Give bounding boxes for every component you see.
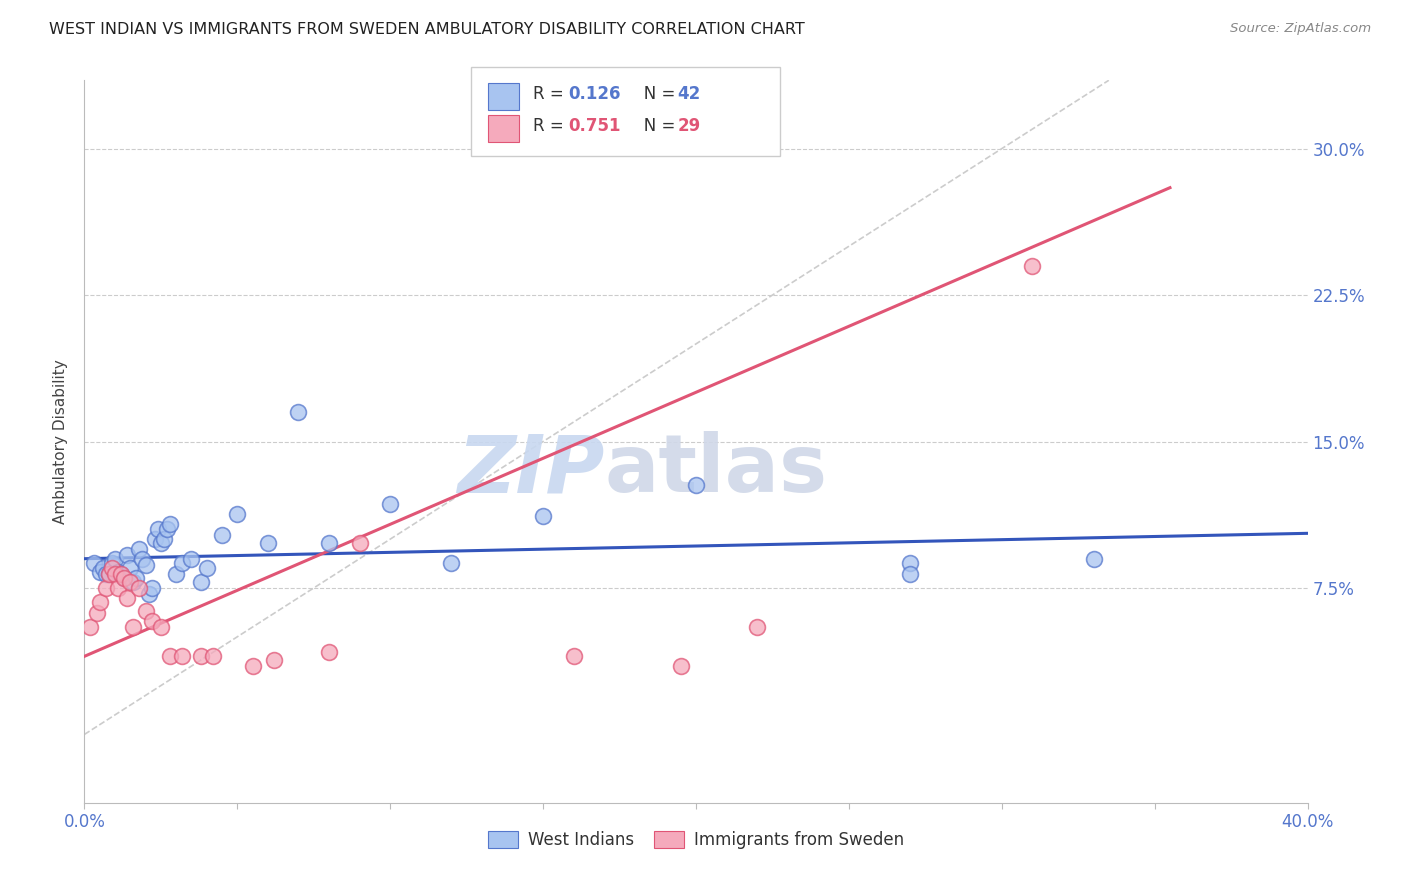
Point [122, 620, 145, 634]
Point [165, 567, 187, 582]
Point [287, 405, 309, 419]
Point [195, 561, 218, 575]
Point [79, 620, 101, 634]
Point [190, 575, 212, 590]
Text: ZIP: ZIP [457, 432, 605, 509]
Point [141, 614, 163, 628]
Point [115, 548, 138, 562]
Point [135, 604, 157, 618]
Point [380, 497, 402, 511]
Point [747, 620, 769, 634]
Point [83, 556, 105, 570]
Point [122, 575, 145, 590]
Point [898, 556, 921, 570]
Point [89, 595, 111, 609]
Point [242, 659, 264, 673]
Point [531, 508, 554, 523]
Point [562, 649, 585, 664]
Point [110, 567, 132, 582]
Point [172, 649, 194, 664]
Point [128, 581, 150, 595]
Text: N =: N = [628, 85, 681, 103]
Point [669, 659, 692, 673]
Point [156, 523, 179, 537]
Point [146, 523, 169, 537]
Point [107, 566, 129, 580]
Point [128, 541, 150, 556]
Text: WEST INDIAN VS IMMIGRANTS FROM SWEDEN AMBULATORY DISABILITY CORRELATION CHART: WEST INDIAN VS IMMIGRANTS FROM SWEDEN AM… [49, 22, 806, 37]
Point [89, 566, 111, 580]
Point [97, 567, 120, 582]
Point [115, 591, 138, 605]
Point [153, 532, 176, 546]
Point [149, 536, 172, 550]
Text: R =: R = [533, 117, 569, 135]
Text: Source: ZipAtlas.com: Source: ZipAtlas.com [1230, 22, 1371, 36]
Point [211, 528, 233, 542]
Point [120, 561, 142, 575]
Text: R =: R = [533, 85, 569, 103]
Text: 0.126: 0.126 [568, 85, 620, 103]
Text: atlas: atlas [605, 432, 827, 509]
Point [1083, 551, 1105, 566]
Point [120, 575, 142, 590]
Point [318, 536, 340, 550]
Text: 0.751: 0.751 [568, 117, 620, 135]
Point [159, 516, 181, 531]
Point [172, 556, 194, 570]
Point [141, 581, 163, 595]
Point [1021, 259, 1043, 273]
Point [94, 567, 117, 582]
Point [201, 649, 224, 664]
Point [97, 567, 120, 582]
Text: N =: N = [628, 117, 681, 135]
Point [685, 477, 707, 491]
Point [131, 551, 153, 566]
Point [349, 536, 371, 550]
Y-axis label: Ambulatory Disability: Ambulatory Disability [53, 359, 69, 524]
Point [440, 556, 463, 570]
Point [91, 561, 114, 575]
Point [190, 649, 212, 664]
Point [149, 620, 172, 634]
Point [257, 536, 280, 550]
Point [263, 653, 285, 667]
Point [143, 532, 166, 546]
Point [112, 571, 135, 585]
Point [101, 556, 124, 570]
Point [112, 571, 135, 585]
Point [159, 649, 181, 664]
Point [86, 607, 108, 621]
Legend: West Indians, Immigrants from Sweden: West Indians, Immigrants from Sweden [481, 824, 911, 856]
Point [135, 558, 157, 572]
Point [104, 567, 127, 582]
Point [226, 507, 249, 521]
Point [180, 551, 202, 566]
Point [94, 581, 117, 595]
Point [138, 587, 160, 601]
Point [110, 567, 132, 582]
Text: 29: 29 [678, 117, 702, 135]
Point [107, 581, 129, 595]
Point [125, 571, 148, 585]
Point [898, 567, 921, 582]
Point [104, 551, 127, 566]
Point [318, 645, 340, 659]
Point [101, 561, 124, 575]
Text: 42: 42 [678, 85, 702, 103]
